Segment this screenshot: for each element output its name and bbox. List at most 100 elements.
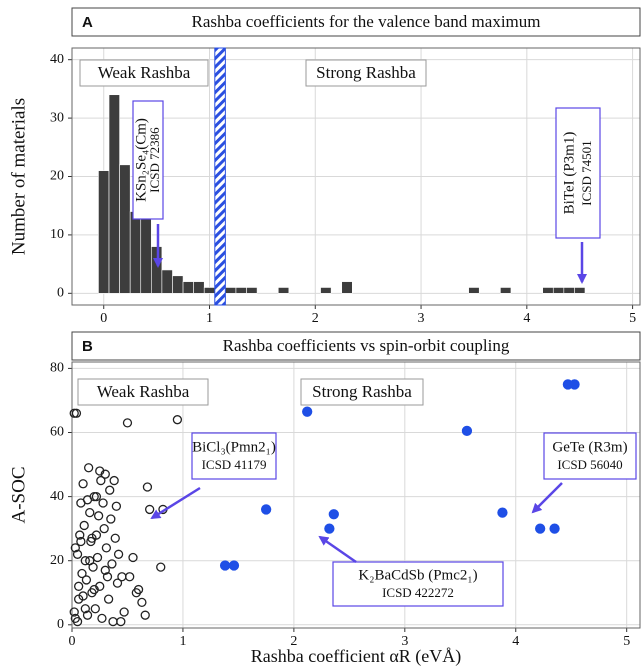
bar [246, 287, 258, 294]
annotation: BiTeI (P3m1) ICSD 74501 [555, 107, 601, 239]
plot-frame [71, 361, 641, 629]
point [82, 495, 93, 505]
point [77, 568, 87, 579]
point [89, 584, 99, 595]
point [72, 549, 83, 559]
point [85, 507, 95, 518]
plot-frame [71, 47, 641, 306]
annotation-text: ICSD 422272 [382, 585, 454, 600]
point [122, 418, 133, 428]
y-tick-label: 20 [50, 553, 64, 568]
point [461, 425, 473, 437]
point [125, 572, 135, 582]
point [109, 475, 119, 486]
bar [203, 287, 216, 294]
point [497, 507, 508, 518]
bar [500, 287, 512, 294]
bar [151, 246, 163, 294]
point [105, 485, 115, 495]
y-tick-label: 0 [57, 286, 64, 301]
region-label: Strong Rashba [316, 63, 416, 82]
x-tick-label: 4 [523, 311, 530, 326]
annotation-box [132, 100, 164, 220]
point [137, 597, 147, 608]
point [92, 552, 103, 563]
region-label: Weak Rashba [97, 382, 190, 401]
annotation-text: BiTeI (P3m1) [561, 132, 577, 215]
point [79, 520, 89, 531]
annotation-text: KSn₂Se₄(Cm) [133, 118, 149, 202]
point [72, 616, 83, 627]
bar [542, 287, 554, 294]
y-tick-label: 0 [57, 617, 64, 632]
y-tick-label: 20 [50, 169, 64, 184]
point [87, 533, 97, 543]
point [133, 584, 144, 595]
point [106, 514, 116, 524]
x-tick-label: 2 [312, 311, 319, 326]
point [97, 613, 107, 624]
bar [98, 170, 110, 294]
panel-letter: B [82, 338, 93, 355]
point [85, 556, 95, 566]
annotation-text: BiCl₃(Pmn2₁) [192, 439, 276, 455]
panel-header [71, 7, 641, 37]
point [140, 610, 150, 620]
bar [119, 164, 131, 294]
bar [341, 281, 353, 294]
y-tick-label: 40 [50, 489, 64, 504]
point [535, 523, 546, 534]
point [219, 560, 231, 571]
point [83, 463, 94, 473]
bar [140, 217, 152, 294]
x-tick-label: 1 [206, 311, 213, 326]
point [260, 504, 272, 515]
annotation: K₂BaCdSb (Pmc2₁) ICSD 422272 [332, 561, 504, 607]
point [128, 552, 138, 563]
y-tick-label: 60 [50, 425, 64, 440]
y-axis-label: A-SOC [8, 466, 29, 523]
region-box [305, 59, 427, 87]
bar [172, 275, 184, 294]
point [156, 562, 166, 572]
point [81, 575, 92, 585]
annotation-arrow [150, 486, 201, 520]
point [112, 578, 123, 588]
point [116, 616, 126, 627]
point [228, 560, 240, 571]
y-axis-label: Number of materials [8, 98, 29, 255]
point [113, 549, 124, 559]
point [145, 504, 155, 515]
point [172, 415, 183, 425]
annotation-box [191, 432, 277, 480]
point [99, 524, 109, 534]
point [82, 610, 93, 620]
annotation-text: ICSD 72386 [147, 127, 162, 193]
point [76, 536, 86, 547]
bar [574, 287, 586, 294]
region-label: Strong Rashba [312, 382, 412, 401]
point [102, 572, 113, 582]
point [101, 543, 112, 553]
point [96, 475, 106, 486]
bar [235, 287, 247, 294]
x-tick-label: 5 [623, 634, 630, 649]
annotation-box [543, 432, 637, 480]
bar [225, 287, 237, 294]
point [80, 604, 90, 614]
bar [552, 287, 565, 294]
point [80, 556, 90, 566]
bar [468, 287, 480, 294]
bar [108, 94, 120, 294]
x-tick-label: 4 [512, 634, 519, 649]
region-box [77, 378, 209, 406]
point [549, 523, 560, 534]
point [71, 408, 82, 418]
annotation-text: GeTe (R3m) [552, 439, 627, 455]
annotation-arrow [531, 482, 563, 514]
point [70, 543, 80, 553]
annotation: KSn₂Se₄(Cm)ICSD 72386 [132, 100, 164, 220]
y-tick-label: 80 [50, 361, 64, 376]
point [119, 607, 129, 617]
